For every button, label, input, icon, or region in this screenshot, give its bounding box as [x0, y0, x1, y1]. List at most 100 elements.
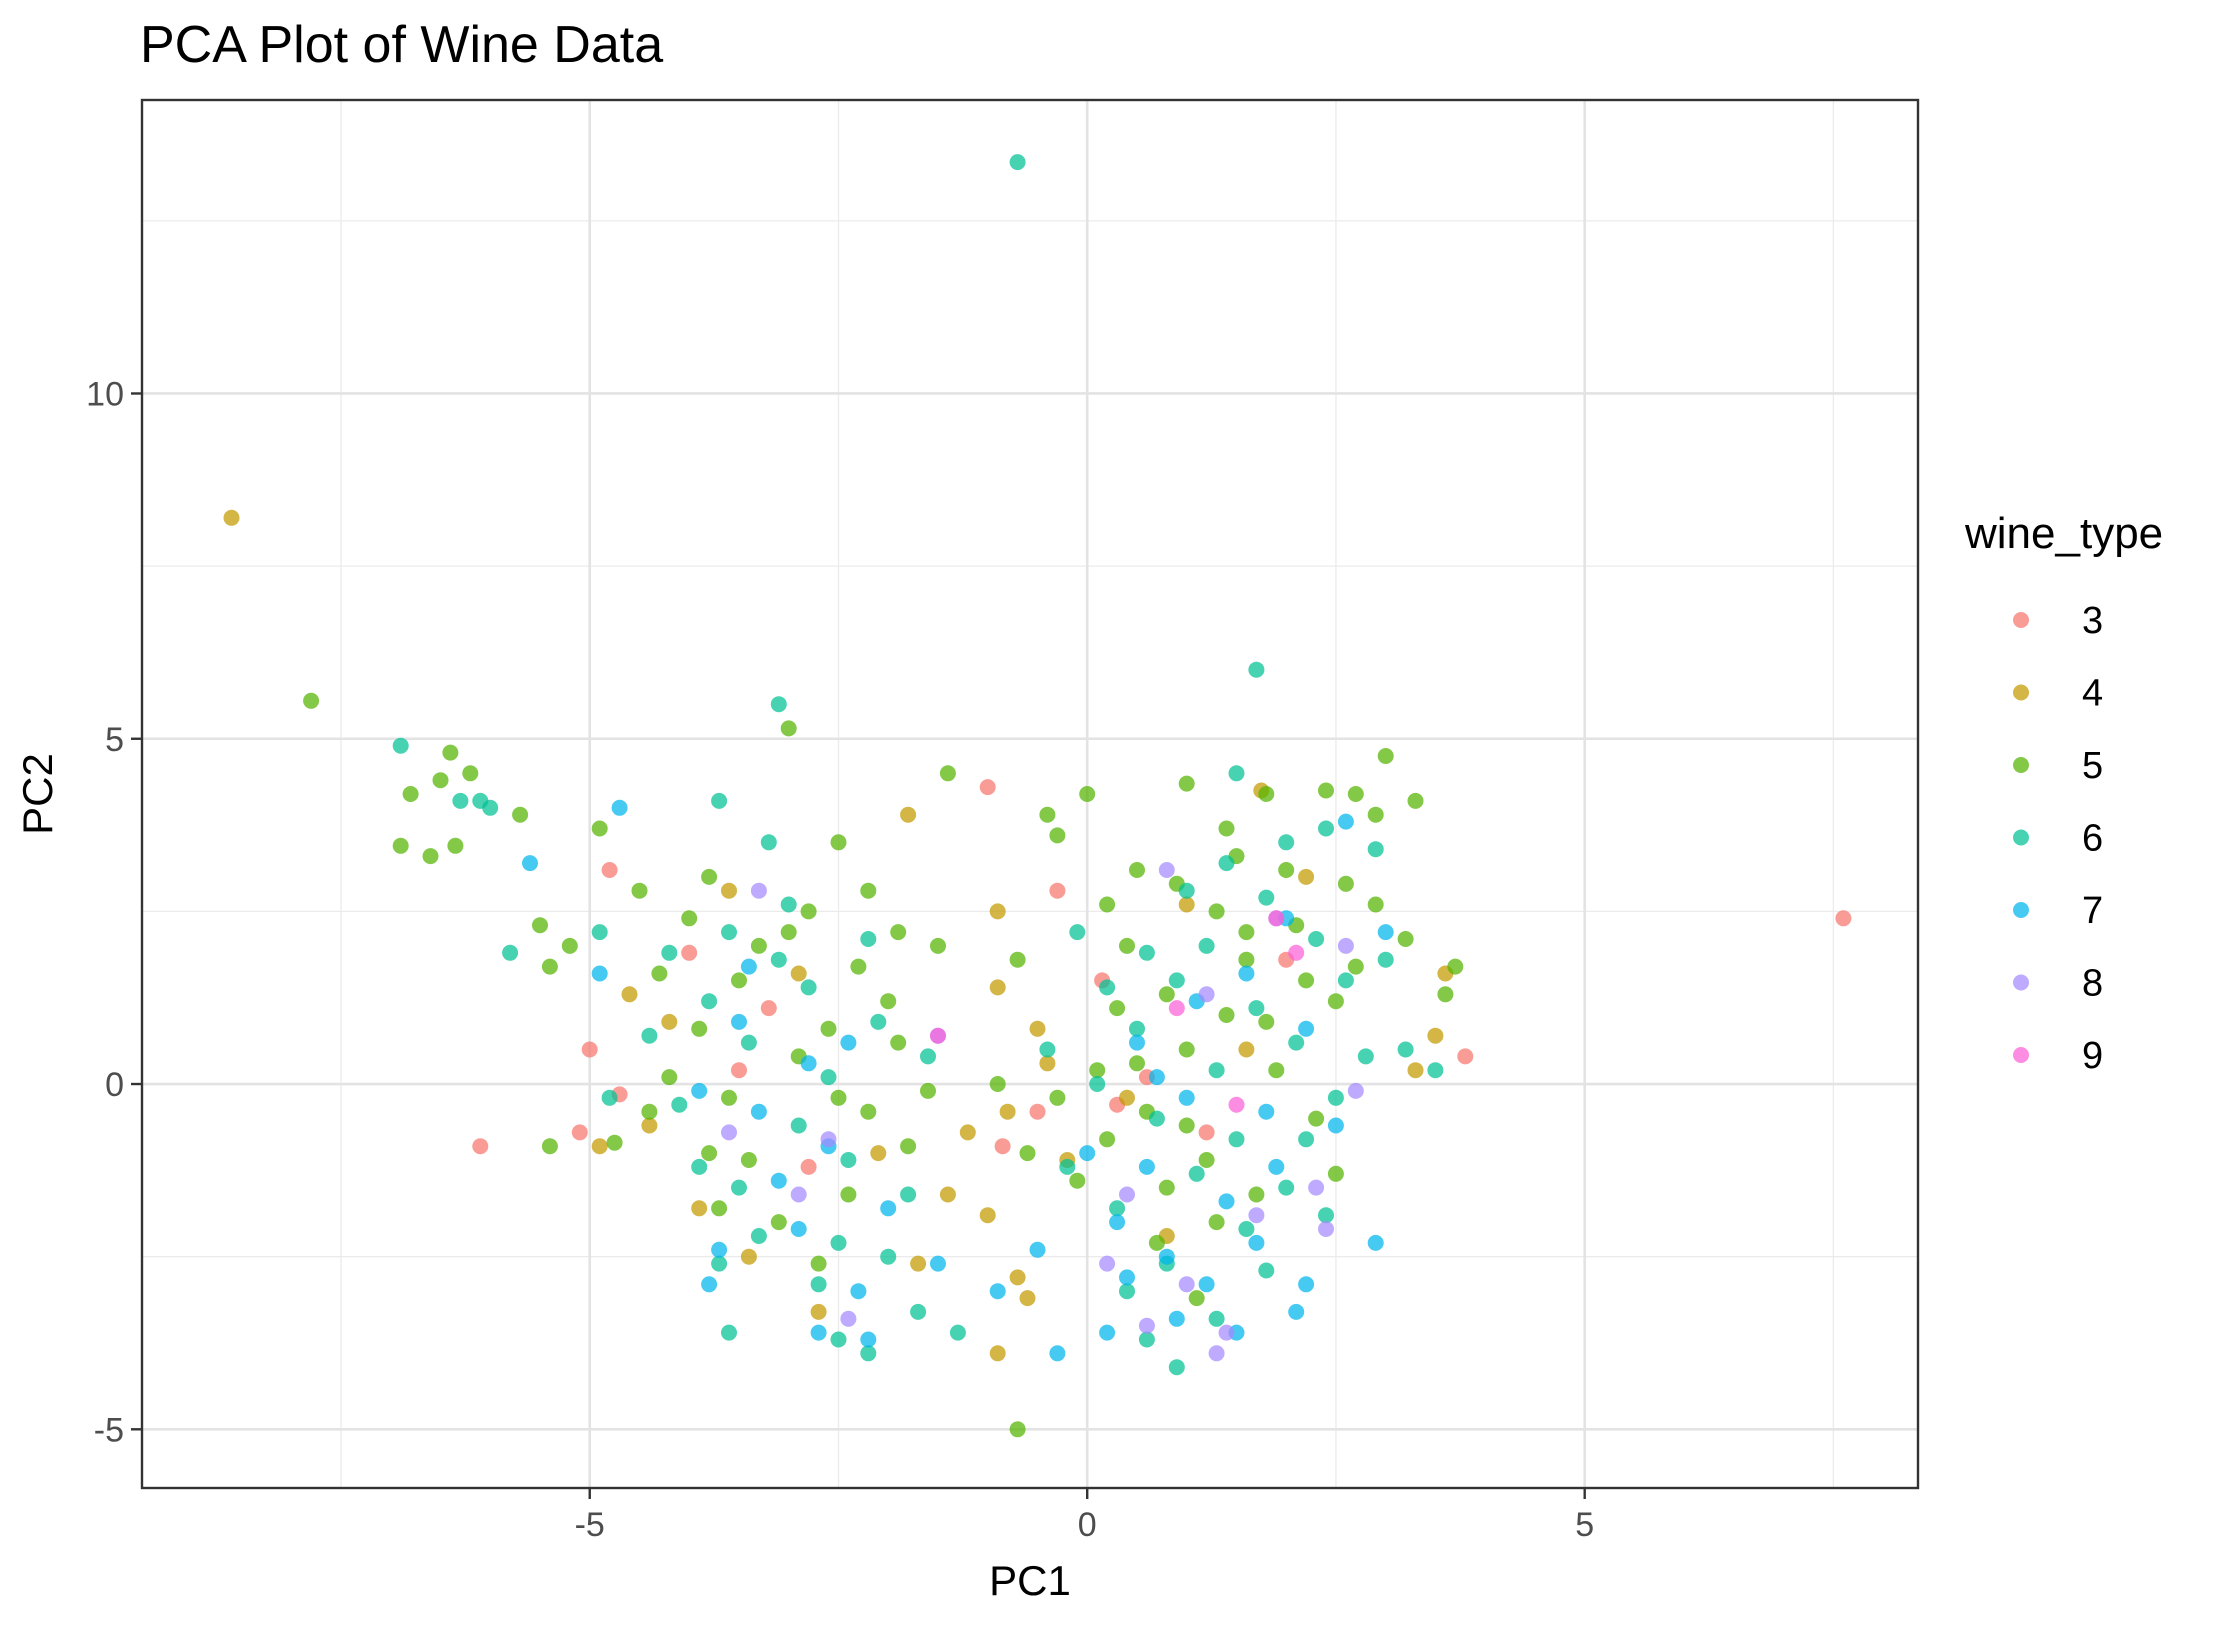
- data-point: [1198, 937, 1215, 954]
- data-point: [1347, 786, 1364, 802]
- x-tick-label: -5: [575, 1506, 605, 1544]
- legend-key: [2013, 829, 2029, 846]
- data-point: [1009, 1269, 1026, 1286]
- data-point: [731, 1013, 747, 1030]
- data-point: [989, 903, 1006, 920]
- data-point: [830, 834, 847, 851]
- data-point: [810, 1276, 827, 1293]
- data-point: [1138, 944, 1155, 961]
- data-point: [681, 944, 698, 961]
- data-point: [850, 958, 867, 975]
- data-point: [591, 1138, 608, 1155]
- data-point: [1397, 1041, 1414, 1058]
- data-point: [1337, 875, 1354, 892]
- data-point: [780, 924, 797, 941]
- data-point: [810, 1255, 827, 1272]
- data-point: [581, 1041, 598, 1058]
- data-point: [1049, 827, 1066, 844]
- data-point: [1327, 1089, 1344, 1106]
- data-point: [1039, 806, 1056, 823]
- data-point: [1158, 986, 1175, 1003]
- legend-item-5: 5: [2013, 745, 2103, 787]
- data-point: [1148, 1110, 1165, 1127]
- data-point: [651, 965, 668, 982]
- data-point: [502, 944, 519, 961]
- legend-item-9: 9: [2013, 1035, 2103, 1077]
- data-point: [1049, 1089, 1066, 1106]
- data-point: [760, 1000, 777, 1017]
- data-point: [1298, 1131, 1315, 1148]
- data-point: [1238, 1221, 1255, 1237]
- data-point: [1198, 1276, 1215, 1293]
- data-point: [691, 1020, 708, 1037]
- data-point: [890, 924, 907, 941]
- data-point: [850, 1283, 867, 1300]
- data-point: [1457, 1048, 1474, 1065]
- data-point: [1148, 1234, 1165, 1251]
- data-point: [1029, 1020, 1046, 1037]
- data-point: [1099, 896, 1116, 913]
- data-point: [721, 882, 737, 899]
- data-point: [770, 696, 787, 713]
- data-point: [1367, 1234, 1384, 1251]
- data-point: [731, 1062, 747, 1079]
- data-point: [930, 937, 946, 954]
- data-point: [740, 958, 757, 975]
- data-point: [1119, 937, 1135, 954]
- data-point: [750, 937, 767, 954]
- data-point: [532, 917, 548, 934]
- data-point: [870, 1145, 887, 1162]
- data-point: [1377, 748, 1394, 764]
- legend-label: 7: [2082, 890, 2103, 932]
- data-point: [750, 882, 767, 899]
- data-point: [671, 1096, 688, 1113]
- data-point: [900, 1186, 917, 1203]
- data-point: [1367, 896, 1384, 913]
- data-point: [1158, 1248, 1175, 1265]
- legend-item-7: 7: [2013, 890, 2103, 932]
- data-point: [820, 1131, 837, 1148]
- data-point: [571, 1124, 588, 1141]
- data-point: [721, 1324, 737, 1341]
- data-point: [1208, 1062, 1225, 1079]
- data-point: [1129, 1020, 1145, 1037]
- data-point: [1099, 1131, 1116, 1148]
- data-point: [1318, 782, 1334, 799]
- data-point: [1158, 1179, 1175, 1196]
- data-point: [1337, 813, 1354, 830]
- data-point: [1129, 1055, 1145, 1072]
- data-point: [1158, 862, 1175, 878]
- data-point: [1298, 1020, 1315, 1037]
- data-point: [1248, 1207, 1265, 1224]
- data-point: [472, 1138, 489, 1155]
- data-point: [1119, 1283, 1135, 1300]
- data-point: [979, 779, 996, 796]
- data-point: [541, 958, 558, 975]
- data-point: [1347, 958, 1364, 975]
- data-point: [900, 806, 917, 823]
- data-point: [1238, 924, 1255, 941]
- data-point: [601, 1089, 618, 1106]
- data-point: [860, 931, 877, 947]
- data-point: [1218, 1007, 1235, 1023]
- data-point: [1168, 972, 1185, 989]
- data-point: [1238, 965, 1255, 982]
- data-point: [1168, 1000, 1185, 1017]
- data-point: [223, 509, 240, 526]
- data-point: [1208, 1310, 1225, 1327]
- data-point: [1178, 1117, 1195, 1134]
- data-point: [591, 924, 608, 941]
- data-point: [840, 1186, 857, 1203]
- data-point: [402, 786, 419, 802]
- data-point: [1228, 1131, 1245, 1148]
- legend-key: [2013, 757, 2029, 773]
- data-point: [890, 1034, 907, 1051]
- data-point: [840, 1034, 857, 1051]
- data-point: [979, 1207, 996, 1224]
- data-point: [790, 965, 807, 982]
- data-point: [1318, 1207, 1334, 1224]
- data-point: [939, 1186, 956, 1203]
- legend-label: 6: [2082, 818, 2103, 860]
